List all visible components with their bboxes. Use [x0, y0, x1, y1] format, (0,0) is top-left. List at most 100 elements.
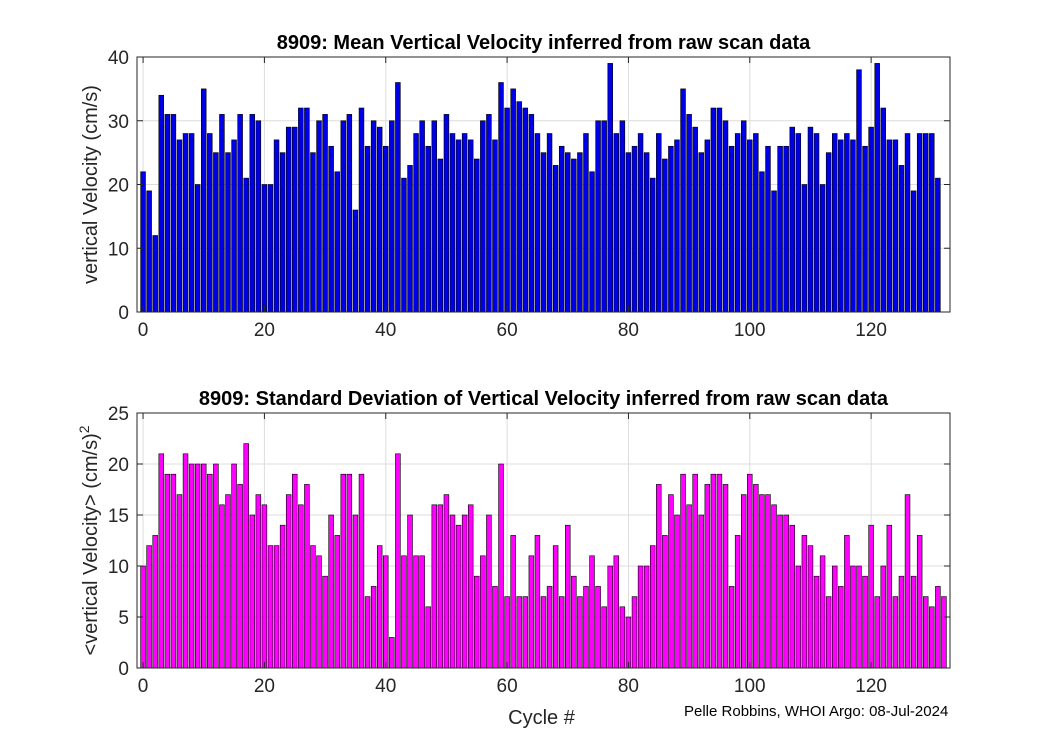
bar	[231, 463, 237, 669]
bar	[504, 107, 510, 313]
bar	[668, 494, 674, 669]
bar	[273, 545, 280, 669]
mean-velocity-panel: 0 20 40 60 80 100 120 0 10 20 30 40 8909: Mean Verti…	[80, 32, 951, 341]
y-tick-label: 40	[108, 48, 129, 69]
bar	[467, 139, 474, 313]
bar	[395, 453, 401, 669]
bar	[480, 555, 486, 669]
bar	[643, 565, 650, 669]
bar	[213, 152, 219, 313]
bar	[801, 184, 808, 313]
bar	[789, 524, 795, 669]
bar	[170, 114, 177, 313]
x-tick-label: 40	[375, 320, 396, 341]
bar	[662, 158, 668, 313]
bar	[522, 107, 529, 313]
bar	[795, 565, 802, 669]
bar	[352, 514, 359, 669]
chart-title: 8909: Mean Vertical Velocity inferred fr…	[277, 32, 811, 54]
stddev-velocity-panel: 0 20 40 60 80 100 120 0 5 10 15 20 25 8909: Standard …	[76, 388, 951, 729]
bar	[261, 504, 268, 669]
bar	[540, 152, 547, 313]
bar	[407, 165, 413, 313]
bar	[844, 133, 850, 313]
bar	[674, 514, 680, 669]
bar	[364, 596, 371, 669]
bar	[255, 120, 262, 313]
x-tick-label: 40	[375, 676, 396, 697]
bar	[322, 114, 328, 313]
bar	[358, 107, 365, 313]
bar	[383, 145, 389, 313]
bar	[643, 152, 650, 313]
bar	[213, 463, 219, 669]
bar	[722, 120, 729, 313]
bar	[492, 139, 498, 313]
bar	[207, 133, 213, 313]
bar	[801, 535, 808, 669]
bar	[534, 133, 541, 313]
bar	[886, 139, 893, 313]
bar	[322, 575, 328, 669]
y-axis-label-superscript: 2	[76, 425, 92, 433]
bar	[267, 545, 274, 669]
bar	[176, 139, 183, 313]
bar	[431, 120, 438, 313]
bar	[686, 114, 692, 313]
bar	[662, 535, 668, 669]
bar	[492, 586, 498, 669]
bar	[292, 126, 298, 313]
y-tick-label: 20	[108, 455, 129, 476]
bar	[747, 139, 753, 313]
x-tick-label: 120	[855, 676, 887, 697]
bar	[164, 114, 171, 313]
bar	[753, 484, 759, 669]
bar	[249, 114, 256, 313]
bar	[637, 133, 644, 313]
bar	[607, 63, 613, 313]
bar	[595, 120, 601, 313]
bar	[158, 453, 164, 669]
bar	[474, 158, 480, 313]
bar	[504, 596, 510, 669]
bar	[194, 463, 201, 669]
bar	[880, 107, 886, 313]
bar	[789, 126, 795, 313]
bar	[680, 473, 686, 669]
bar	[619, 120, 626, 313]
bar	[880, 565, 886, 669]
bar	[437, 158, 444, 313]
chart-title: 8909: Standard Deviation of Vertical Vel…	[199, 388, 889, 410]
bar	[565, 524, 571, 669]
bar	[850, 565, 856, 669]
bar	[625, 152, 632, 313]
bar	[201, 463, 207, 669]
bar	[540, 596, 547, 669]
bar	[656, 484, 662, 669]
bar	[716, 107, 723, 313]
bar	[710, 107, 717, 313]
bar	[383, 555, 389, 669]
bar	[401, 555, 407, 669]
bar	[419, 555, 425, 669]
bar	[740, 494, 747, 669]
bar	[589, 555, 595, 669]
bar	[334, 535, 340, 669]
bar	[910, 190, 917, 313]
bar	[298, 107, 304, 313]
bar	[625, 616, 632, 669]
bar	[316, 555, 322, 669]
bar	[425, 145, 431, 313]
bar	[777, 514, 783, 669]
bar	[904, 494, 911, 669]
bar	[498, 82, 504, 313]
bar	[498, 463, 504, 669]
bar	[528, 555, 535, 669]
bar	[850, 139, 856, 313]
bar	[565, 152, 571, 313]
credit-text: Pelle Robbins, WHOI Argo: 08-Jul-2024	[684, 703, 949, 720]
bar	[910, 575, 917, 669]
bar	[267, 184, 274, 313]
bar	[825, 152, 832, 313]
